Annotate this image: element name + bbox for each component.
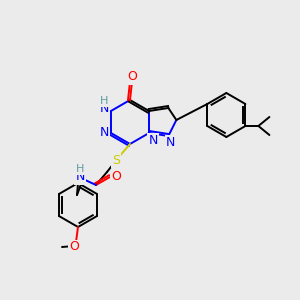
Text: N: N [99, 127, 109, 140]
Text: H: H [100, 96, 108, 106]
Text: S: S [112, 154, 120, 166]
Text: O: O [111, 170, 121, 184]
Text: O: O [69, 241, 79, 254]
Text: H: H [76, 164, 84, 174]
Text: O: O [127, 70, 137, 83]
Text: N: N [75, 170, 85, 184]
Text: N: N [148, 134, 158, 146]
Text: N: N [166, 136, 175, 148]
Text: N: N [99, 103, 109, 116]
